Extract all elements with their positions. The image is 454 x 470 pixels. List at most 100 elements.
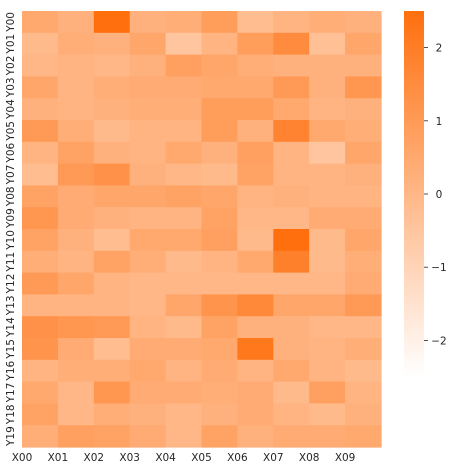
- heatmap-cell: [129, 316, 167, 339]
- heatmap-cell: [22, 185, 59, 208]
- heatmap-cell: [93, 207, 131, 230]
- heatmap-cell: [22, 98, 59, 121]
- heatmap-cell: [237, 316, 274, 339]
- heatmap-cell: [57, 250, 95, 274]
- heatmap-cell: [57, 185, 95, 208]
- heatmap-cell: [345, 54, 382, 77]
- heatmap-cell: [57, 54, 95, 77]
- heatmap-cell: [129, 229, 167, 252]
- heatmap-cell: [57, 207, 95, 230]
- heatmap-cell: [165, 359, 203, 383]
- heatmap-cell: [129, 185, 167, 208]
- heatmap-cell: [165, 294, 203, 317]
- heatmap-cell: [165, 207, 203, 230]
- heatmap-cell: [201, 359, 238, 383]
- heatmap-cell: [201, 120, 238, 143]
- heatmap-cell: [57, 294, 95, 317]
- heatmap-cell: [237, 185, 274, 208]
- heatmap-cell: [22, 316, 59, 339]
- heatmap-cell: [165, 54, 203, 77]
- heatmap-cell: [345, 76, 382, 99]
- heatmap-cell: [309, 229, 346, 252]
- heatmap-cell: [22, 359, 59, 383]
- heatmap-cell: [309, 207, 346, 230]
- heatmap-cell: [309, 250, 346, 274]
- heatmap-cell: [273, 316, 310, 339]
- heatmap-cell: [309, 316, 346, 339]
- heatmap-cell: [165, 381, 203, 404]
- heatmap-cell: [309, 98, 346, 121]
- heatmap-cell: [165, 229, 203, 252]
- heatmap-cell: [93, 425, 131, 448]
- heatmap-cell: [93, 185, 131, 208]
- y-tick-label: Y10: [5, 230, 17, 251]
- heatmap-cell: [273, 250, 310, 274]
- heatmap-cell: [93, 294, 131, 317]
- heatmap-cell: [93, 229, 131, 252]
- heatmap-cell: [165, 185, 203, 208]
- heatmap-cell: [201, 425, 238, 448]
- heatmap-cell: [57, 425, 95, 448]
- heatmap-cell: [22, 141, 59, 165]
- heatmap-cell: [93, 316, 131, 339]
- heatmap-cell: [201, 381, 238, 404]
- heatmap-cell: [201, 316, 238, 339]
- heatmap-cell: [165, 272, 203, 295]
- heatmap-cell: [22, 250, 59, 274]
- heatmap-cell: [309, 294, 346, 317]
- heatmap-cell: [237, 425, 274, 448]
- heatmap-cell: [309, 338, 346, 361]
- heatmap-cell: [165, 250, 203, 274]
- heatmap-cell: [93, 54, 131, 77]
- heatmap-cell: [237, 250, 274, 274]
- heatmap-cell: [165, 163, 203, 186]
- heatmap-cell: [57, 163, 95, 186]
- y-tick-label: Y04: [5, 99, 17, 120]
- x-tick-label: X03: [119, 452, 140, 464]
- heatmap-cell: [129, 11, 167, 34]
- y-tick-label: Y19: [5, 426, 17, 447]
- heatmap-cell: [309, 76, 346, 99]
- heatmap-cell: [201, 185, 238, 208]
- heatmap-cell: [273, 207, 310, 230]
- heatmap-cell: [93, 272, 131, 295]
- colorbar: [404, 11, 424, 377]
- y-tick-label: Y15: [5, 339, 17, 360]
- heatmap-cell: [22, 403, 59, 426]
- colorbar-gradient: [404, 11, 424, 377]
- heatmap-cell: [93, 141, 131, 165]
- heatmap-cell: [345, 425, 382, 448]
- heatmap-cell: [129, 425, 167, 448]
- heatmap-cell: [273, 229, 310, 252]
- heatmap-cell: [22, 54, 59, 77]
- heatmap-cell: [237, 141, 274, 165]
- y-tick-label: Y14: [5, 317, 17, 338]
- heatmap-cell: [22, 11, 59, 34]
- x-tick-label: X04: [155, 452, 176, 464]
- heatmap-cell: [201, 272, 238, 295]
- heatmap-cell: [309, 120, 346, 143]
- heatmap-cell: [129, 294, 167, 317]
- heatmap-cell: [345, 272, 382, 295]
- heatmap-cell: [273, 32, 310, 56]
- colorbar-tick-label: −2: [431, 335, 446, 347]
- heatmap-cell: [345, 250, 382, 274]
- heatmap-cell: [345, 163, 382, 186]
- heatmap-cell: [273, 120, 310, 143]
- y-tick-label: Y16: [5, 360, 17, 381]
- heatmap-cell: [57, 229, 95, 252]
- y-tick-label: Y18: [5, 404, 17, 425]
- heatmap-cell: [57, 76, 95, 99]
- heatmap-cell: [129, 250, 167, 274]
- heatmap-cell: [93, 76, 131, 99]
- heatmap-cell: [93, 163, 131, 186]
- heatmap-cell: [93, 359, 131, 383]
- heatmap-cell: [237, 120, 274, 143]
- heatmap-cell: [129, 359, 167, 383]
- x-tick-label: X02: [84, 452, 105, 464]
- heatmap-cell: [201, 229, 238, 252]
- heatmap-cell: [201, 98, 238, 121]
- y-tick-label: Y01: [5, 34, 17, 55]
- heatmap-cell: [273, 54, 310, 77]
- heatmap-cell: [237, 76, 274, 99]
